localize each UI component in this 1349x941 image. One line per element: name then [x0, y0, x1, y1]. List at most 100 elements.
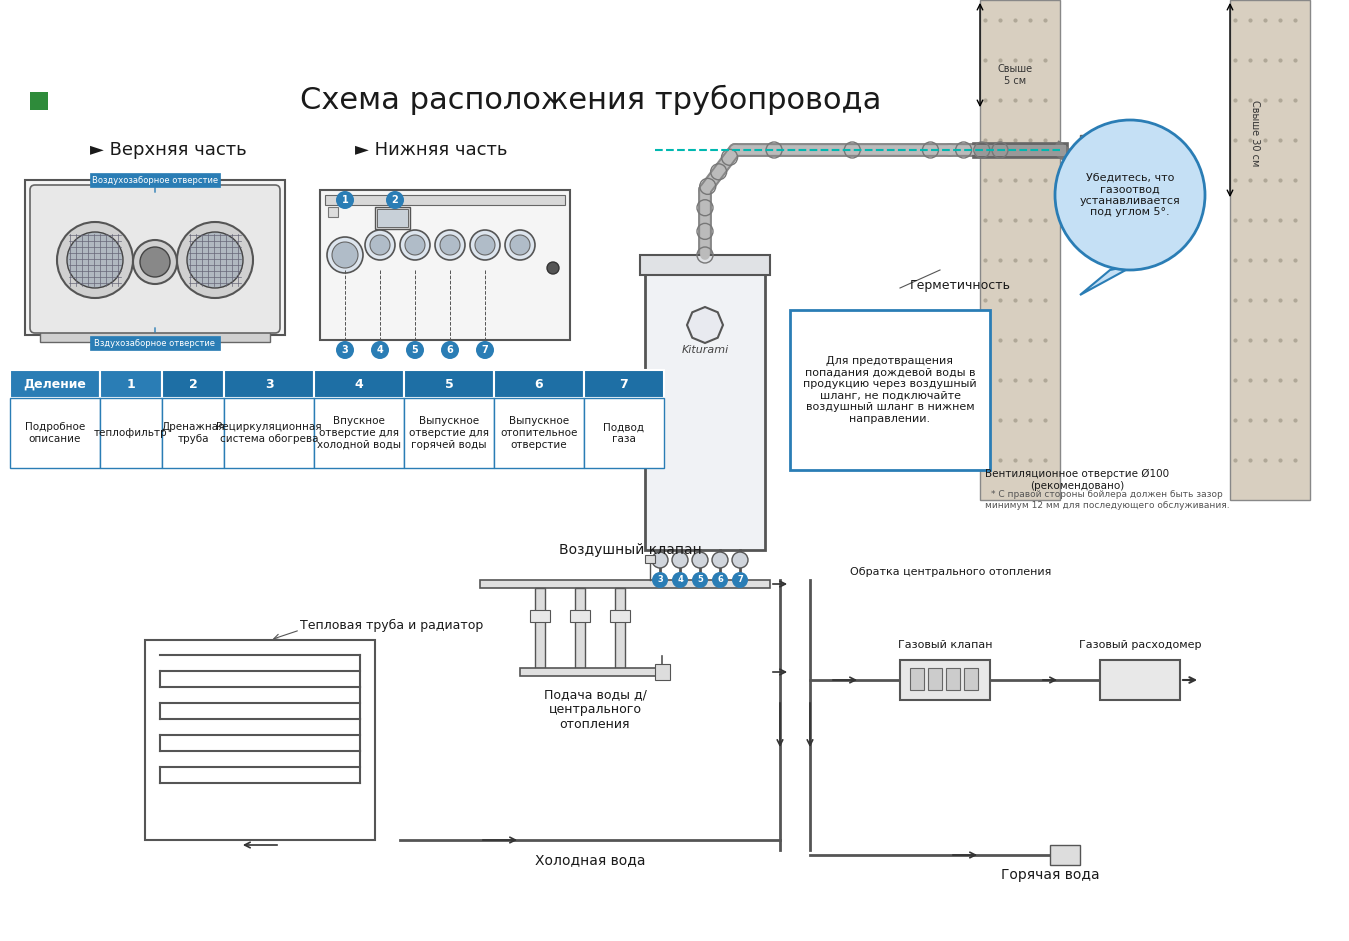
Circle shape [733, 572, 747, 588]
Bar [610, 610, 630, 622]
Bar [584, 370, 664, 398]
Text: Горячая вода: Горячая вода [1001, 868, 1099, 882]
Circle shape [469, 230, 500, 260]
Bar [100, 398, 162, 468]
Bar [328, 207, 339, 217]
Bar [1081, 135, 1140, 170]
Bar [480, 580, 770, 588]
Text: Тепловая труба и радиатор: Тепловая труба и радиатор [299, 618, 483, 631]
Text: Воздухозаборное отверстие: Воздухозаборное отверстие [92, 176, 219, 184]
Circle shape [546, 262, 558, 274]
Circle shape [712, 552, 728, 568]
Bar [320, 190, 571, 340]
Bar [325, 195, 565, 205]
Circle shape [712, 572, 728, 588]
Bar [584, 398, 664, 468]
Circle shape [692, 572, 708, 588]
Bar [40, 330, 270, 342]
Text: 7: 7 [619, 377, 629, 391]
Bar [403, 370, 494, 398]
Circle shape [440, 235, 460, 255]
Text: Вздухозаборное отверстие: Вздухозаборное отверстие [94, 339, 216, 347]
Circle shape [733, 552, 747, 568]
Bar [530, 610, 550, 622]
Bar [571, 610, 590, 622]
Text: 6: 6 [718, 576, 723, 584]
Bar [928, 668, 942, 690]
Text: ► Нижняя часть: ► Нижняя часть [355, 141, 507, 159]
Text: 5: 5 [697, 576, 703, 584]
Bar [965, 668, 978, 690]
Text: 3: 3 [341, 345, 348, 355]
Bar [376, 209, 407, 227]
Circle shape [692, 552, 708, 568]
Text: Воздушный клапан: Воздушный клапан [558, 543, 701, 557]
Bar [900, 660, 990, 700]
Polygon shape [1081, 265, 1135, 295]
Bar [639, 255, 770, 275]
Text: Выпускное
отопительное
отверстие: Выпускное отопительное отверстие [500, 417, 577, 450]
Circle shape [405, 235, 425, 255]
Bar [9, 370, 100, 398]
Circle shape [434, 230, 465, 260]
Circle shape [336, 191, 353, 209]
Text: Kiturami: Kiturami [681, 345, 728, 355]
Circle shape [505, 230, 536, 260]
Bar [1230, 0, 1310, 500]
Text: 2: 2 [189, 377, 197, 391]
Text: Вентиляционное отверстие Ø100
(рекомендовано): Вентиляционное отверстие Ø100 (рекомендо… [985, 470, 1170, 491]
Bar [144, 640, 375, 840]
Circle shape [441, 341, 459, 359]
Text: Подвод
газа: Подвод газа [603, 423, 645, 444]
Text: 3: 3 [657, 576, 662, 584]
Bar [575, 588, 585, 668]
Text: 2: 2 [391, 195, 398, 205]
Text: 4: 4 [355, 377, 363, 391]
Text: Обратка центрального отопления: Обратка центрального отопления [850, 567, 1051, 577]
Bar [30, 92, 49, 110]
Text: ► Верхняя часть: ► Верхняя часть [90, 141, 247, 159]
Bar [224, 370, 314, 398]
Circle shape [401, 230, 430, 260]
Bar [645, 270, 765, 550]
Bar [90, 336, 220, 350]
Bar [519, 668, 670, 676]
Circle shape [366, 230, 395, 260]
Circle shape [672, 552, 688, 568]
Text: 7: 7 [482, 345, 488, 355]
Circle shape [476, 341, 494, 359]
Circle shape [336, 341, 353, 359]
Bar [224, 398, 314, 468]
Circle shape [134, 240, 177, 284]
Circle shape [326, 237, 363, 273]
Text: 5: 5 [445, 377, 453, 391]
Text: 5: 5 [411, 345, 418, 355]
FancyBboxPatch shape [30, 185, 281, 333]
Circle shape [177, 222, 254, 298]
Text: Холодная вода: Холодная вода [534, 853, 645, 867]
Text: Для предотвращения
попадания дождевой воды в
продукцию через воздушный
шланг, не: Для предотвращения попадания дождевой во… [803, 356, 977, 424]
Bar [494, 398, 584, 468]
Circle shape [332, 242, 357, 268]
Circle shape [386, 191, 403, 209]
Text: 6: 6 [447, 345, 453, 355]
Text: теплофильтр: теплофильтр [94, 428, 167, 438]
Bar [162, 398, 224, 468]
Text: 4: 4 [677, 576, 683, 584]
Text: 4: 4 [376, 345, 383, 355]
Bar [90, 173, 220, 187]
Circle shape [370, 235, 390, 255]
Text: 6: 6 [534, 377, 544, 391]
Bar [494, 370, 584, 398]
Bar [791, 310, 990, 470]
Bar [979, 0, 1060, 500]
Circle shape [371, 341, 389, 359]
Bar [615, 588, 625, 668]
Bar [26, 180, 285, 335]
Bar [9, 398, 100, 468]
Circle shape [57, 222, 134, 298]
Text: 3: 3 [264, 377, 274, 391]
Bar [645, 555, 656, 563]
Circle shape [140, 247, 170, 277]
Bar [375, 207, 410, 229]
